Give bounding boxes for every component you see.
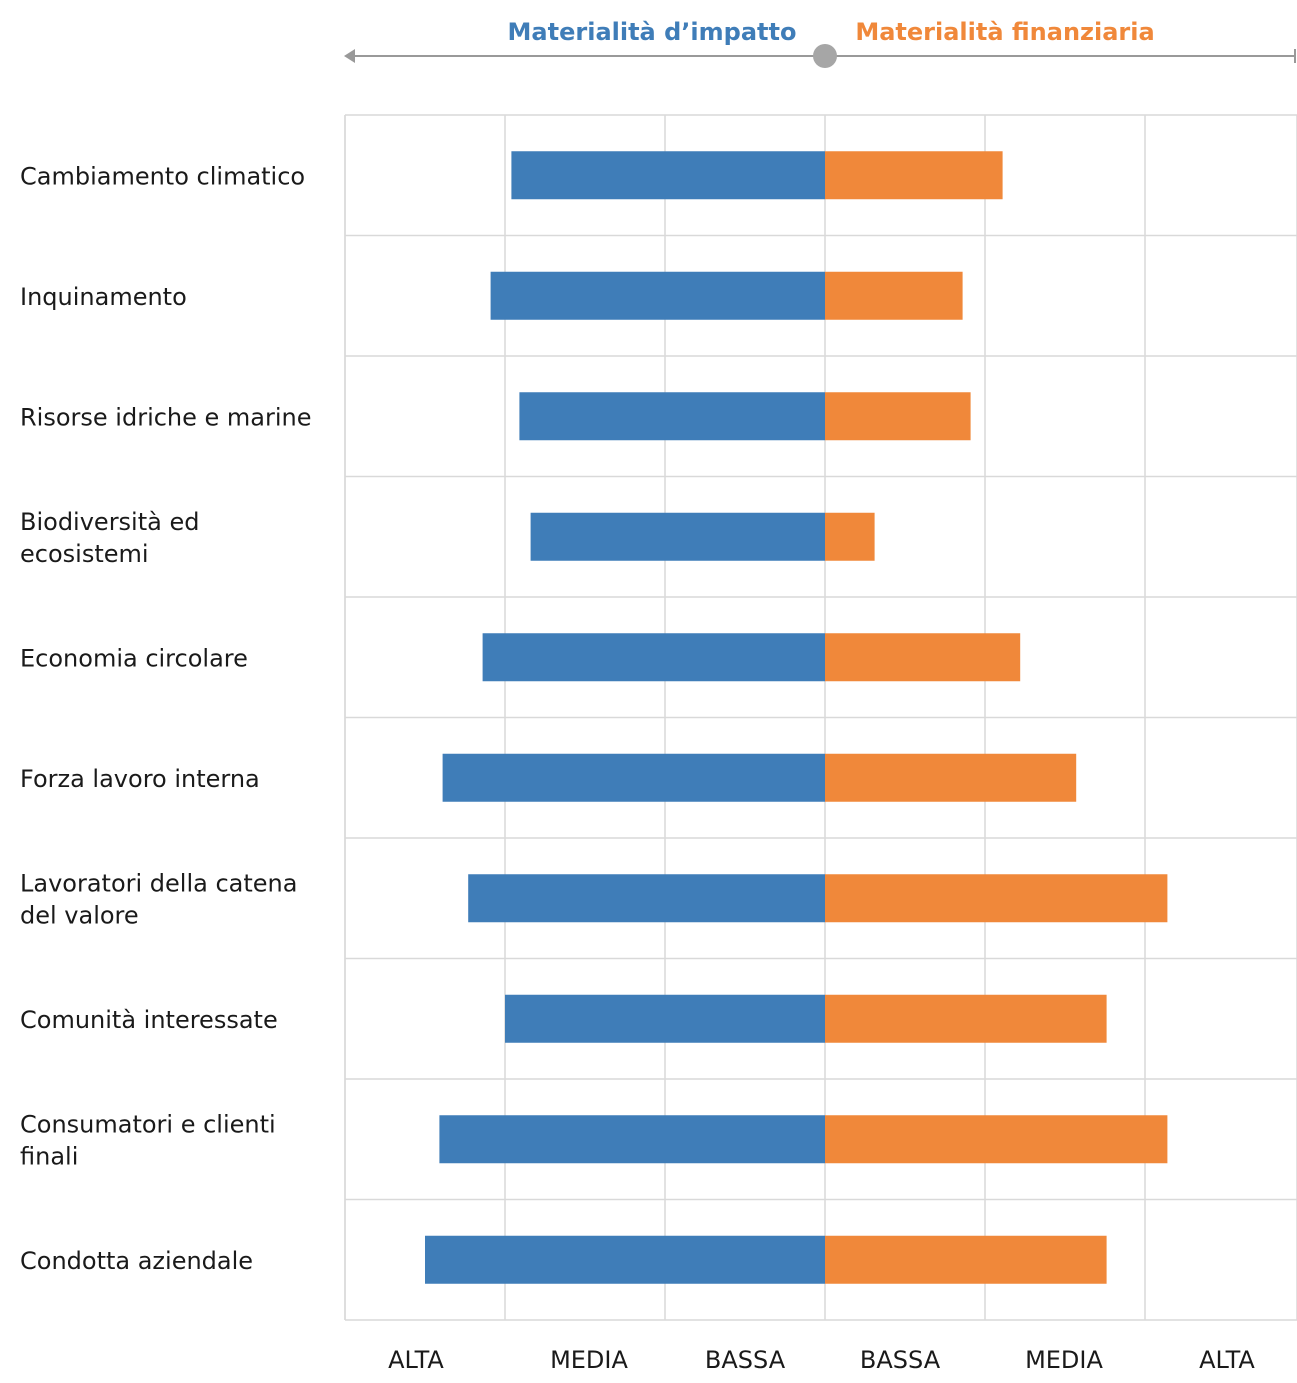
bar-financial bbox=[825, 271, 963, 320]
tick-label-left: MEDIA bbox=[550, 1346, 628, 1374]
axis-layer bbox=[344, 44, 1297, 1321]
tick-label-left: BASSA bbox=[705, 1346, 786, 1374]
bar-financial bbox=[825, 1235, 1107, 1284]
bar-financial bbox=[825, 633, 1021, 682]
bar-impact bbox=[439, 1115, 825, 1164]
bar-financial bbox=[825, 753, 1077, 802]
category-label: Forza lavoro interna bbox=[20, 765, 260, 793]
tick-label-right: BASSA bbox=[860, 1346, 941, 1374]
category-label: Biodiversità ed ecosistemi bbox=[20, 508, 199, 568]
bar-impact bbox=[519, 392, 825, 441]
bar-financial bbox=[825, 151, 1003, 200]
category-label: Risorse idriche e marine bbox=[20, 403, 312, 431]
bar-impact bbox=[442, 753, 825, 802]
category-label: Inquinamento bbox=[20, 283, 187, 311]
center-marker bbox=[813, 44, 837, 68]
bar-impact bbox=[425, 1235, 825, 1284]
category-label: Lavoratori della catena del valore bbox=[20, 869, 297, 929]
tick-label-right: MEDIA bbox=[1025, 1346, 1103, 1374]
category-label: Consumatori e clienti finali bbox=[20, 1110, 276, 1170]
bar-impact bbox=[505, 994, 825, 1043]
category-label: Comunità interessate bbox=[20, 1006, 278, 1034]
category-label: Economia circolare bbox=[20, 644, 248, 672]
bar-financial bbox=[825, 874, 1168, 923]
left-header: Materialità d’impatto bbox=[508, 18, 797, 46]
bar-impact bbox=[482, 633, 825, 682]
left-arrow-head bbox=[344, 49, 355, 63]
category-label: Cambiamento climatico bbox=[20, 162, 305, 190]
bar-financial bbox=[825, 392, 971, 441]
bar-impact bbox=[490, 271, 825, 320]
right-header: Materialità finanziaria bbox=[855, 18, 1154, 46]
tick-label-left: ALTA bbox=[388, 1346, 444, 1374]
bar-impact bbox=[530, 512, 825, 561]
bar-impact bbox=[511, 151, 825, 200]
bar-financial bbox=[825, 994, 1107, 1043]
category-label: Condotta aziendale bbox=[20, 1247, 253, 1275]
bar-layer bbox=[425, 151, 1168, 1284]
bar-financial bbox=[825, 1115, 1168, 1164]
tick-label-right: ALTA bbox=[1199, 1346, 1255, 1374]
bar-impact bbox=[468, 874, 825, 923]
bar-financial bbox=[825, 512, 875, 561]
label-layer: Materialità d’impatto Materialità finanzi… bbox=[20, 18, 1255, 1374]
